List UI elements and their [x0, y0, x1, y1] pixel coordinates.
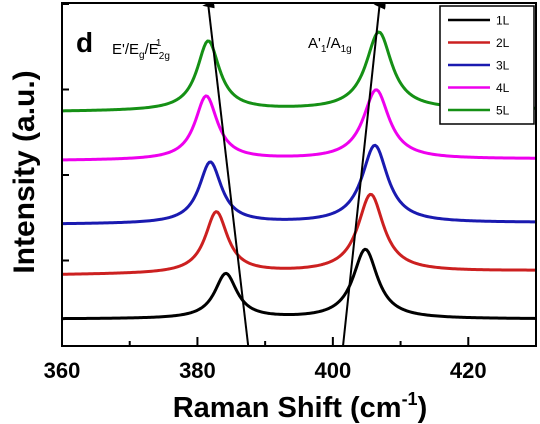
series-layer: [62, 30, 536, 321]
panel-label: d: [76, 27, 93, 58]
peak-guide-layer: [202, 3, 386, 346]
legend-label-5L: 5L: [496, 104, 510, 118]
series-line-4L: [62, 88, 536, 162]
y-axis-title: Intensity (a.u.): [8, 70, 41, 273]
peak-shift-arrow-1: [202, 3, 250, 346]
legend-items: 1L 2L 3L 4L 5L: [448, 14, 510, 118]
legend: 1L 2L 3L 4L 5L: [439, 5, 535, 125]
x-tick-label: 360: [44, 358, 81, 383]
tick-layer: 360 380 400 420: [44, 3, 537, 383]
x-tick-label: 380: [179, 358, 216, 383]
series-line-2L: [62, 192, 536, 276]
legend-label-2L: 2L: [496, 36, 510, 50]
peak-label-right: A'1/A1g: [308, 35, 352, 55]
peak-shift-arrow-2: [342, 3, 386, 346]
series-line-3L: [62, 143, 536, 226]
x-axis-title: Raman Shift (cm-1): [173, 389, 428, 424]
x-tick-label: 420: [450, 358, 487, 383]
series-line-1L: [62, 247, 536, 321]
legend-label-3L: 3L: [496, 59, 510, 73]
legend-label-1L: 1L: [496, 14, 510, 28]
peak-label-left: E'/Eg/E2g1: [112, 38, 170, 62]
x-tick-label: 400: [314, 358, 351, 383]
legend-label-4L: 4L: [496, 81, 510, 95]
